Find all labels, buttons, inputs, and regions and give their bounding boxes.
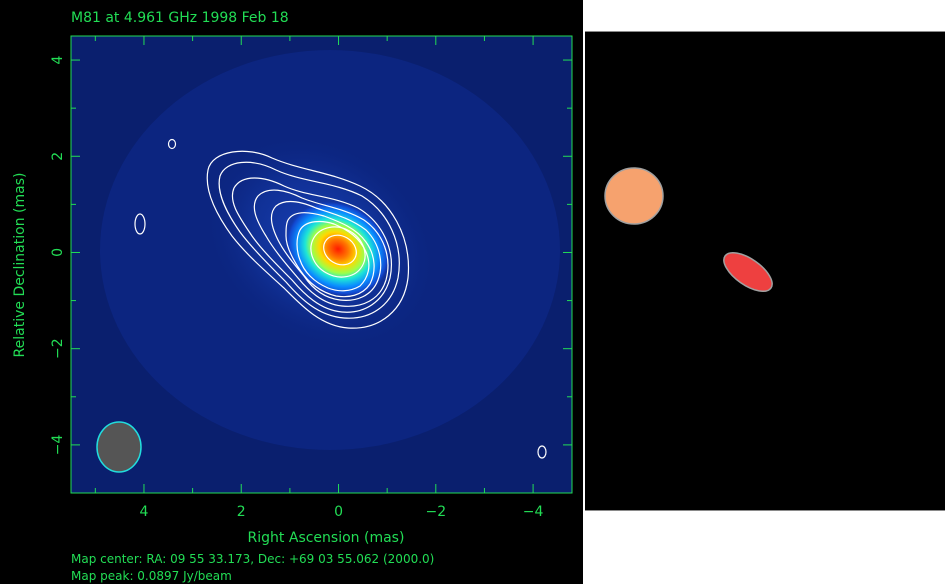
contour-line [134, 213, 146, 235]
axis-ticks: 4 2 0 −2 −4 4 2 0 −2 −4 [50, 36, 572, 520]
y-tick-label: −2 [50, 338, 66, 359]
contour-line [253, 189, 389, 307]
contour-line [218, 161, 400, 319]
map-panel: M81 at 4.961 GHz 1998 Feb 18 [0, 0, 583, 584]
y-tick-label: 2 [50, 152, 66, 161]
contour-line [285, 212, 375, 298]
model-component-red [723, 251, 773, 293]
x-tick-label: −4 [523, 504, 544, 520]
model-component-orange [604, 167, 664, 225]
map-title: M81 at 4.961 GHz 1998 Feb 18 [71, 10, 289, 26]
contour-line [270, 200, 382, 301]
x-tick-label: −2 [425, 504, 446, 520]
y-tick-label: 4 [50, 56, 66, 65]
model-panel [585, 31, 945, 511]
x-tick-label: 4 [140, 504, 149, 520]
contour-line [310, 226, 366, 278]
radio-map: M81 at 4.961 GHz 1998 Feb 18 [12, 10, 573, 583]
contour-set [134, 138, 547, 459]
contour-line [206, 150, 410, 329]
contour-line [537, 445, 547, 459]
emission-core [285, 200, 391, 298]
contour-line [296, 220, 370, 292]
y-axis-label: Relative Declination (mas) [12, 173, 28, 358]
x-tick-label: 2 [237, 504, 246, 520]
y-tick-label: −4 [50, 434, 66, 455]
contour-line [231, 177, 392, 313]
y-tick-label: 0 [50, 248, 66, 257]
contour-line [167, 138, 177, 150]
model-components [604, 167, 773, 293]
restoring-beam [96, 421, 142, 473]
x-axis-label: Right Ascension (mas) [248, 530, 405, 546]
x-tick-label: 0 [334, 504, 343, 520]
map-peak-text: Map peak: 0.0897 Jy/beam [71, 569, 232, 583]
contour-line [323, 234, 357, 266]
plot-frame [70, 35, 573, 494]
map-center-text: Map center: RA: 09 55 33.173, Dec: +69 0… [71, 552, 434, 566]
